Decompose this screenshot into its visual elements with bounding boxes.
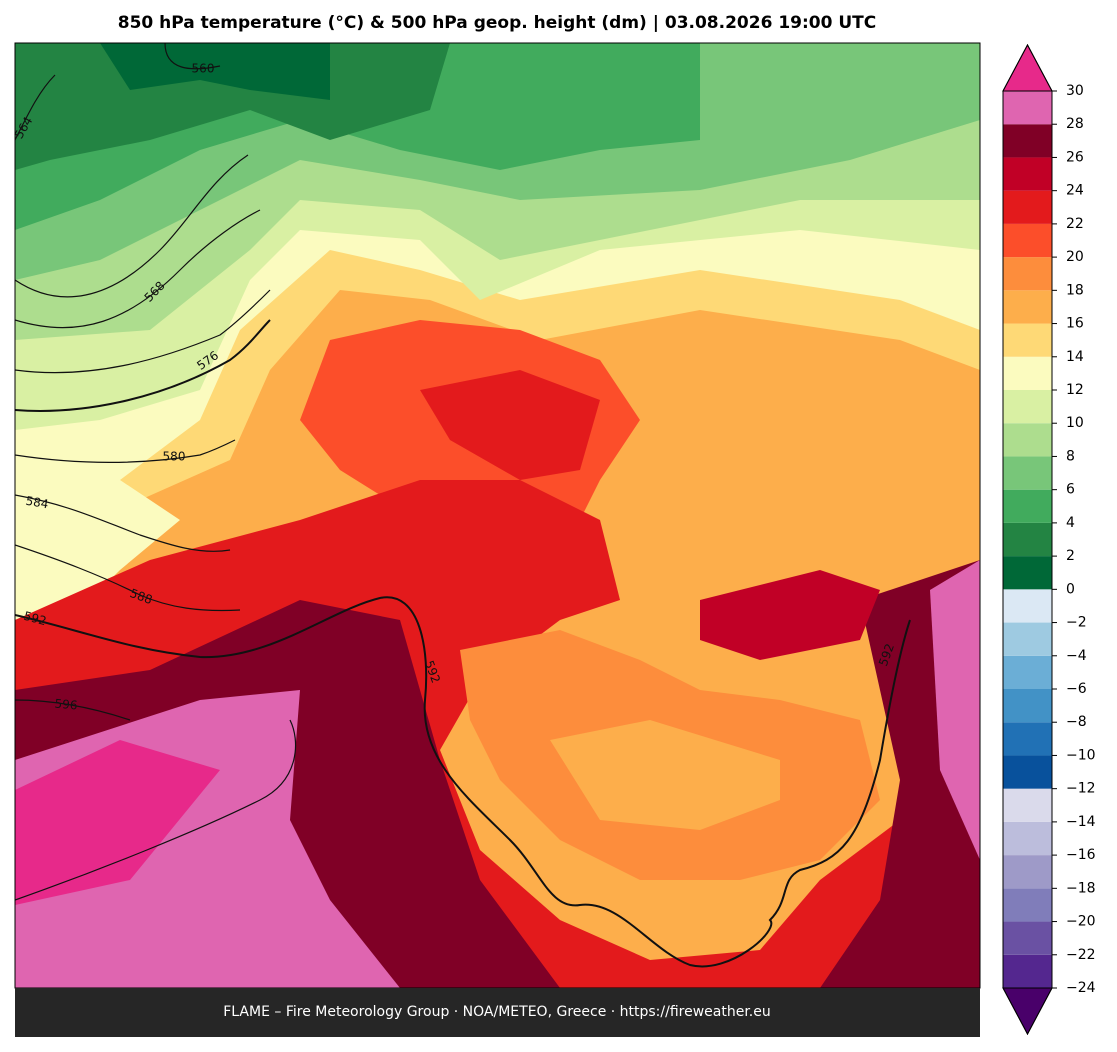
footer-text: FLAME – Fire Meteorology Group · NOA/MET… xyxy=(223,1004,771,1020)
colorbar-band xyxy=(1003,91,1052,125)
colorbar-tick-label: 22 xyxy=(1066,216,1084,232)
colorbar-tick-label: −22 xyxy=(1066,947,1096,963)
temperature-area xyxy=(100,43,330,100)
colorbar-tick-label: 26 xyxy=(1066,149,1084,165)
contour-line xyxy=(15,439,236,464)
colorbar-tick-label: −14 xyxy=(1066,814,1096,830)
temperature-area xyxy=(420,370,600,480)
contour-line xyxy=(15,596,911,968)
colorbar-band xyxy=(1003,223,1052,258)
colorbar-tick-label: 24 xyxy=(1066,183,1084,199)
colorbar-band xyxy=(1003,589,1052,623)
map-title: 850 hPa temperature (°C) & 500 hPa geop.… xyxy=(118,13,877,33)
contour-line xyxy=(15,319,271,412)
colorbar-tick-label: 18 xyxy=(1066,282,1084,298)
colorbar-band xyxy=(1003,722,1052,756)
colorbar-tick-label: 12 xyxy=(1066,382,1084,398)
colorbar-tick-label: −6 xyxy=(1066,681,1087,697)
colorbar-tick-label: 6 xyxy=(1066,482,1075,498)
colorbar-band xyxy=(1003,921,1052,955)
colorbar-band xyxy=(1003,556,1052,590)
colorbar-tick-label: −24 xyxy=(1066,980,1096,996)
contour-label: 580 xyxy=(163,450,186,464)
contour-line xyxy=(15,74,56,141)
colorbar-extend-over xyxy=(1002,43,1053,92)
colorbar-band xyxy=(1003,190,1052,224)
colorbar-tick-label: 14 xyxy=(1066,349,1084,365)
contour-label: 560 xyxy=(192,62,215,76)
colorbar-band xyxy=(1003,788,1052,822)
colorbar-band xyxy=(1003,423,1052,457)
colorbar-band xyxy=(1003,456,1052,490)
contour-line xyxy=(15,154,249,298)
map xyxy=(15,43,980,988)
colorbar-band xyxy=(1003,356,1052,390)
colorbar-band xyxy=(1003,522,1052,557)
contour-line xyxy=(15,494,231,552)
colorbar-tick-label: −20 xyxy=(1066,914,1096,930)
contour-label: 592 xyxy=(22,609,48,628)
colorbar-band xyxy=(1003,655,1052,689)
contour-label: 596 xyxy=(54,697,78,713)
colorbar-tick-label: −8 xyxy=(1066,714,1087,730)
colorbar-tick-label: 0 xyxy=(1066,581,1075,597)
colorbar-tick-label: −18 xyxy=(1066,880,1096,896)
colorbar: −24−22−20−18−16−14−12−10−8−6−4−202468101… xyxy=(1002,43,1096,1036)
colorbar-band xyxy=(1003,755,1052,789)
colorbar-tick-label: −16 xyxy=(1066,847,1096,863)
colorbar-tick-label: 30 xyxy=(1066,83,1084,99)
colorbar-band xyxy=(1003,390,1052,424)
colorbar-tick-label: 2 xyxy=(1066,548,1075,564)
colorbar-band xyxy=(1003,257,1052,291)
contour-label: 584 xyxy=(25,494,50,512)
colorbar-band xyxy=(1003,622,1052,656)
colorbar-tick-label: 16 xyxy=(1066,316,1084,332)
colorbar-band xyxy=(1003,954,1052,988)
contour-line xyxy=(15,719,297,901)
contours xyxy=(15,43,911,968)
temperature-area xyxy=(930,560,980,860)
colorbar-tick-label: −10 xyxy=(1066,747,1096,763)
colorbar-tick-label: 20 xyxy=(1066,249,1084,265)
colorbar-band xyxy=(1003,290,1052,324)
contour-line xyxy=(15,699,131,721)
colorbar-tick-label: 28 xyxy=(1066,116,1084,132)
colorbar-band xyxy=(1003,323,1052,357)
temperature-area xyxy=(700,570,880,660)
colorbar-band xyxy=(1003,888,1052,922)
temperature-area xyxy=(15,740,220,905)
colorbar-tick-label: 4 xyxy=(1066,515,1075,531)
contour-line xyxy=(15,544,241,612)
colorbar-band xyxy=(1003,855,1052,889)
colorbar-extend-under xyxy=(1002,987,1053,1036)
colorbar-band xyxy=(1003,821,1052,856)
footer-bar xyxy=(15,988,980,1037)
colorbar-band xyxy=(1003,689,1052,723)
contour-line xyxy=(164,43,221,70)
colorbar-band xyxy=(1003,124,1052,158)
colorbar-tick-label: −2 xyxy=(1066,615,1087,631)
colorbar-band xyxy=(1003,489,1052,523)
contour-line xyxy=(15,209,261,329)
temperature-area xyxy=(550,720,780,830)
colorbar-band xyxy=(1003,157,1052,191)
colorbar-tick-label: 10 xyxy=(1066,415,1084,431)
contour-line xyxy=(15,289,271,374)
colorbar-tick-label: −4 xyxy=(1066,648,1087,664)
colorbar-tick-label: −12 xyxy=(1066,781,1096,797)
colorbar-tick-label: 8 xyxy=(1066,448,1075,464)
